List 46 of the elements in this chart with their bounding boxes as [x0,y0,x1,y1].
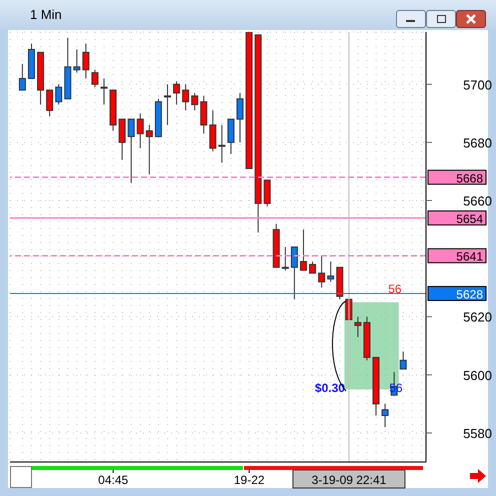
y-tick-label: 5600 [463,368,492,383]
y-tick-label: 5660 [463,194,492,209]
candlestick [136,112,144,149]
annotation: $0.30 [314,381,345,396]
candlestick [182,84,190,111]
candlestick [18,63,26,91]
candlestick [300,229,307,271]
candlestick [264,180,271,207]
candlestick [400,351,407,370]
chart-title: 1 Min [30,7,62,22]
candlestick [55,84,62,106]
candlestick [318,255,326,288]
candlestick [82,43,90,79]
x-tick-label: 19-22 [234,473,265,487]
candlestick [118,118,126,160]
candlestick [100,78,108,106]
candlestick [173,80,180,106]
annotation: 56 [388,282,402,296]
candlestick [236,92,244,143]
y-tick-label: 5580 [463,426,492,441]
annotation: 56 [389,381,403,396]
candlestick [91,69,98,88]
candlestick [327,261,334,282]
candlestick [200,95,208,134]
candlestick [227,118,234,155]
candlestick [282,246,289,271]
ref-line-label: 5628 [456,287,484,302]
candlestick [128,118,135,184]
candlestick [164,84,171,126]
y-tick-label: 5700 [463,77,492,92]
candlestick [218,124,226,164]
ref-line-label: 5668 [456,171,484,186]
candlestick [73,48,80,74]
y-tick-label: 5620 [463,310,492,325]
candlestick [209,110,216,152]
candlestick [191,92,198,111]
candlestick [146,124,153,175]
y-tick-label: 5680 [463,135,492,150]
candlestick [309,261,316,274]
ref-line-label: 5641 [456,250,484,264]
candlestick [382,403,389,428]
candlestick [46,90,54,117]
ref-line-label: 5654 [456,212,484,226]
candlestick [354,316,362,338]
x-tick-label: 04:45 [98,473,129,487]
x-tick-label: 3-19-09 22:41 [312,473,387,487]
